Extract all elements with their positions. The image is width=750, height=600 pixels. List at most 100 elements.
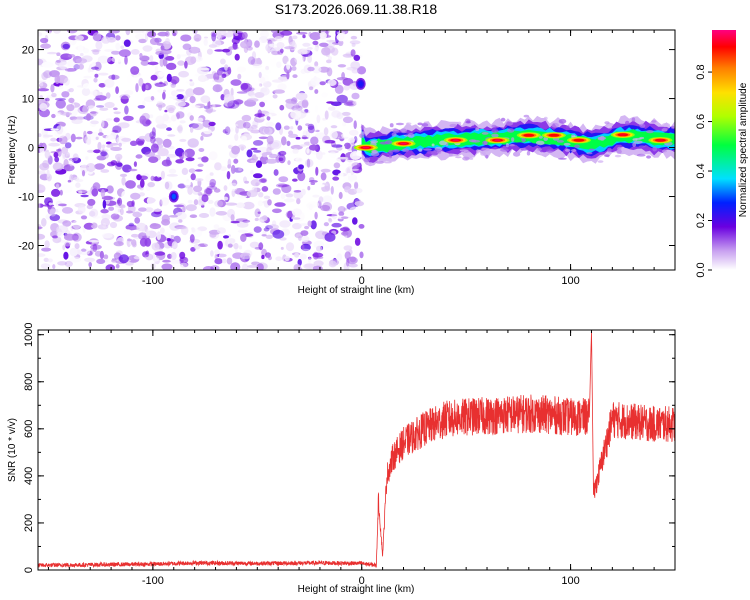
noise-blob: [233, 99, 244, 105]
colorbar-tick-label: 0.4: [695, 163, 707, 178]
noise-blob: [312, 40, 319, 46]
noise-blob: [258, 242, 264, 251]
noise-blob: [291, 35, 298, 40]
noise-blob: [259, 76, 266, 84]
noise-blob: [310, 77, 322, 86]
noise-blob: [212, 84, 223, 93]
noise-blob: [96, 258, 106, 264]
hotspot: [362, 146, 370, 149]
noise-blob: [166, 62, 177, 70]
noise-blob: [222, 258, 227, 264]
noise-blob: [50, 128, 59, 131]
noise-blob: [56, 52, 61, 56]
noise-blob: [114, 161, 123, 170]
noise-blob: [290, 144, 303, 150]
noise-blob: [213, 76, 225, 83]
noise-blob: [303, 64, 312, 74]
noise-blob: [221, 73, 227, 79]
noise-blob: [119, 173, 128, 177]
noise-blob: [57, 203, 67, 207]
noise-blob: [336, 253, 343, 261]
noise-blob: [172, 263, 182, 267]
noise-blob: [273, 169, 279, 176]
noise-blob: [507, 128, 515, 133]
noise-blob: [150, 175, 155, 181]
noise-blob: [121, 176, 126, 186]
noise-blob: [105, 92, 111, 99]
noise-blob: [208, 151, 218, 161]
noise-blob: [137, 205, 148, 214]
noise-blob: [92, 243, 98, 252]
noise-blob: [449, 153, 453, 157]
noise-blob: [125, 180, 136, 189]
noise-blob: [261, 126, 273, 133]
noise-blob: [246, 149, 253, 158]
noise-blob: [209, 172, 214, 176]
noise-blob: [231, 145, 241, 155]
noise-blob: [217, 240, 223, 250]
noise-blob: [178, 70, 190, 78]
noise-blob: [192, 30, 198, 35]
noise-blob: [344, 251, 351, 260]
noise-blob: [316, 245, 323, 252]
noise-blob: [307, 201, 320, 208]
noise-blob: [187, 199, 193, 204]
noise-blob: [102, 223, 107, 228]
x-tick-label: -100: [142, 275, 164, 287]
noise-blob: [491, 124, 497, 128]
noise-blob: [79, 248, 91, 256]
noise-blob: [210, 250, 214, 257]
noise-blob: [320, 172, 327, 181]
noise-blob: [165, 38, 170, 45]
noise-blob: [149, 223, 161, 230]
noise-blob: [121, 190, 129, 200]
noise-blob: [340, 227, 350, 232]
noise-blob: [115, 153, 123, 161]
noise-blob: [228, 182, 234, 187]
noise-blob: [250, 94, 256, 99]
noise-blob: [234, 53, 240, 61]
noise-blob: [336, 32, 346, 42]
noise-blob: [46, 95, 58, 99]
noise-blob: [333, 162, 341, 169]
noise-blob: [189, 126, 194, 133]
noise-blob: [406, 122, 412, 125]
noise-blob: [48, 202, 53, 206]
noise-blob: [266, 146, 272, 154]
noise-blob: [334, 84, 344, 95]
noise-blob: [287, 160, 291, 166]
noise-blob: [431, 143, 435, 147]
noise-blob: [157, 148, 169, 157]
noise-blob: [247, 56, 256, 65]
noise-blob: [165, 56, 175, 61]
noise-blob: [565, 148, 571, 152]
noise-blob: [101, 120, 105, 128]
noise-blob: [283, 125, 290, 130]
noise-blob: [98, 72, 109, 76]
noise-blob: [571, 149, 577, 152]
noise-blob: [97, 141, 102, 151]
noise-blob: [205, 104, 213, 114]
noise-blob: [261, 152, 268, 158]
noise-blob: [465, 120, 471, 124]
noise-blob: [343, 262, 350, 270]
noise-blob: [120, 95, 129, 104]
noise-blob: [287, 210, 293, 219]
noise-blob: [469, 157, 474, 160]
noise-blob: [111, 50, 121, 55]
noise-blob: [56, 60, 61, 63]
noise-blob: [133, 255, 142, 260]
noise-blob: [139, 53, 143, 58]
noise-blob: [95, 40, 103, 50]
noise-blob: [276, 61, 282, 68]
noise-blob: [192, 87, 205, 96]
noise-blob: [312, 194, 320, 198]
noise-blob: [231, 188, 236, 198]
noise-blob: [99, 107, 109, 111]
noise-blob: [329, 151, 337, 158]
noise-blob: [193, 34, 202, 42]
noise-blob: [291, 216, 295, 220]
noise-blob: [254, 40, 260, 48]
noise-blob: [142, 251, 149, 258]
noise-blob: [52, 264, 56, 270]
